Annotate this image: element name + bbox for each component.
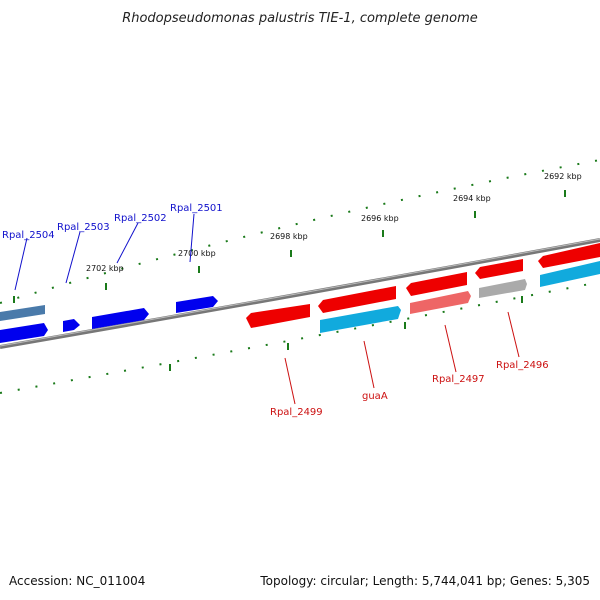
map-title: Rhodopseudomonas palustris TIE-1, comple… [122,11,478,26]
tick-label-2692: 2692 kbp [544,172,582,181]
genome-summary-text: Topology: circular; Length: 5,744,041 bp… [260,574,590,588]
tick-label-2700: 2700 kbp [178,249,216,258]
gene-label-rpal-2496: Rpal_2496 [496,360,549,371]
tick-label-2694: 2694 kbp [453,194,491,203]
gene-arrow [318,286,396,313]
inner-major-ticks [169,296,523,371]
gene-arrow [63,319,80,332]
minus-strand-genes [0,296,218,343]
plus-strand-genes [246,243,600,333]
genome-backbone [0,238,600,349]
gene-arrow [410,291,471,314]
tick-label-2702: 2702 kbp [86,264,124,273]
tick-label-2696: 2696 kbp [361,214,399,223]
gene-arrow [0,323,48,343]
gene-arrow [538,243,600,268]
gene-arrow [92,308,149,329]
gene-label-rpal-2499: Rpal_2499 [270,407,323,418]
gene-arrow [475,259,523,279]
gene-label-rpal-2501: Rpal_2501 [170,203,223,214]
gene-label-rpal-2497: Rpal_2497 [432,374,485,385]
genome-backbone-highlight [0,238,600,347]
label-leaders [14,213,520,405]
gene-label-rpal-2504: Rpal_2504 [2,230,55,241]
gene-label-guaa: guaA [362,391,388,402]
gene-arrow [479,279,527,298]
inner-tick-arc [0,281,600,394]
major-ticks [13,190,566,303]
gene-label-rpal-2502: Rpal_2502 [114,213,167,224]
gene-arrow [406,272,467,296]
gene-arrow [540,261,600,287]
gene-arrow [0,305,45,321]
accession-text: Accession: NC_011004 [9,574,146,588]
tick-label-2698: 2698 kbp [270,232,308,241]
gene-label-rpal-2503: Rpal_2503 [57,222,110,233]
gene-arrow [176,296,218,313]
gene-arrow [320,306,401,333]
gene-arrow [246,304,310,328]
